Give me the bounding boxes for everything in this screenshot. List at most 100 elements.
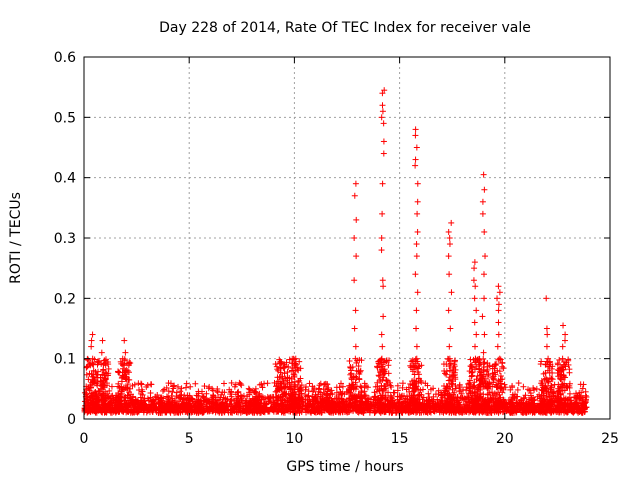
data-point	[379, 376, 386, 383]
data-point	[378, 235, 385, 241]
data-point	[470, 277, 477, 284]
data-point	[562, 404, 569, 411]
data-point	[525, 406, 532, 413]
data-point	[377, 368, 384, 375]
data-point	[460, 396, 467, 403]
data-point	[448, 393, 455, 400]
data-point	[430, 397, 437, 404]
data-point	[200, 406, 207, 413]
data-point	[568, 403, 575, 410]
data-point	[426, 404, 433, 411]
data-point	[379, 180, 386, 187]
y-tick-label: 0.2	[54, 291, 76, 307]
data-point	[341, 405, 348, 412]
data-point	[543, 295, 550, 302]
data-point	[493, 381, 500, 388]
data-point	[444, 401, 451, 408]
data-point	[102, 388, 109, 395]
data-point	[317, 393, 324, 400]
data-point	[254, 408, 261, 415]
data-point	[287, 395, 294, 402]
data-point	[482, 253, 489, 260]
data-point	[500, 386, 507, 393]
data-point	[348, 392, 355, 399]
data-point	[468, 395, 475, 402]
data-point	[331, 395, 338, 402]
data-point	[231, 397, 238, 404]
data-point	[333, 384, 340, 391]
data-point	[493, 399, 500, 406]
data-point	[409, 408, 416, 415]
data-point	[509, 382, 516, 389]
data-point	[446, 357, 453, 364]
data-point	[355, 409, 362, 416]
y-tick-label: 0.1	[54, 352, 76, 368]
data-point	[468, 373, 475, 380]
data-point	[495, 409, 502, 416]
data-point	[469, 388, 476, 395]
data-point	[480, 366, 487, 373]
data-point	[355, 391, 362, 398]
data-point	[379, 363, 386, 370]
data-point	[412, 156, 419, 163]
data-point	[482, 375, 489, 382]
data-point	[118, 397, 125, 404]
data-point	[515, 380, 522, 387]
data-point	[174, 383, 181, 390]
data-point	[447, 399, 454, 406]
data-point	[238, 397, 245, 404]
data-point	[357, 367, 364, 374]
data-point	[483, 399, 490, 406]
data-point	[475, 386, 482, 393]
data-point	[351, 192, 358, 199]
data-point	[253, 391, 260, 398]
data-point	[501, 399, 508, 406]
data-point	[320, 399, 327, 406]
data-point	[275, 405, 282, 412]
data-point	[138, 381, 145, 388]
data-point	[121, 361, 128, 368]
data-point	[531, 386, 538, 393]
data-point	[102, 376, 109, 383]
data-point	[294, 400, 301, 407]
data-point	[252, 385, 259, 392]
data-point	[351, 277, 358, 284]
data-point	[178, 385, 185, 392]
data-point	[379, 210, 386, 217]
data-point	[464, 404, 471, 411]
data-point	[94, 368, 101, 375]
data-point	[212, 402, 219, 409]
data-point	[192, 402, 199, 409]
data-point	[94, 371, 101, 378]
data-point	[109, 405, 116, 412]
data-point	[552, 405, 559, 412]
data-point	[276, 356, 283, 363]
data-point	[326, 403, 333, 410]
data-point	[232, 403, 239, 410]
data-point	[379, 387, 386, 394]
data-point	[175, 402, 182, 409]
data-point	[218, 406, 225, 413]
data-point	[256, 381, 263, 388]
data-point	[467, 356, 474, 363]
data-point	[106, 401, 113, 408]
data-point	[368, 402, 375, 409]
data-point	[182, 384, 189, 391]
data-point	[378, 382, 385, 389]
data-point	[443, 368, 450, 375]
data-point	[492, 362, 499, 369]
data-point	[125, 392, 132, 399]
data-point	[534, 393, 541, 400]
data-point	[494, 343, 501, 350]
data-point	[124, 385, 131, 392]
data-point	[479, 210, 486, 217]
data-point	[201, 397, 208, 404]
data-point	[498, 400, 505, 407]
data-point	[379, 102, 386, 109]
data-point	[582, 392, 589, 399]
data-point	[138, 380, 145, 387]
data-point	[262, 405, 269, 412]
data-point	[413, 343, 420, 350]
data-point	[520, 395, 527, 402]
data-point	[446, 241, 453, 248]
